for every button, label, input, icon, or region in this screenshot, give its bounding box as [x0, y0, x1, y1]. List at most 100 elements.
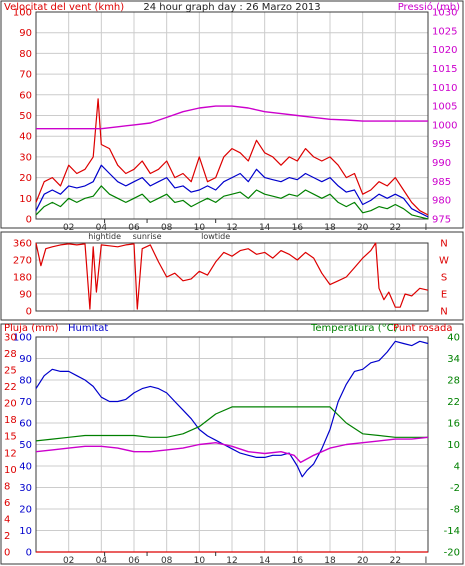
x-tick-label: 12	[226, 223, 237, 233]
humidity-y-tick-label: 90	[19, 354, 32, 365]
rain-y-tick-label: 22	[4, 382, 17, 393]
humidity-y-tick-label: 40	[19, 462, 32, 473]
x-tick-label: 22	[390, 556, 401, 566]
pressure-y-tick-label: 1000	[432, 120, 457, 131]
x-tick-label: 22	[390, 223, 401, 233]
dewpoint-axis-title: Punt rosada	[393, 323, 452, 334]
humidity-x-axis: 0204060810121416182022Ihightidesunriselo…	[63, 552, 427, 566]
x-tick-label: 08	[161, 556, 173, 566]
humidity-y-tick-label: 50	[19, 440, 32, 451]
x-tick-label: 06	[128, 556, 140, 566]
pressure-y-tick-label: 1005	[432, 102, 457, 113]
wind-y-tick-label: 90	[19, 28, 32, 39]
temperature-y-tick-label: -20	[444, 548, 460, 559]
temperature-y-tick-label: 10	[447, 440, 460, 451]
temperature-y-tick-label: 22	[447, 397, 460, 408]
rain-y-tick-label: 20	[4, 399, 17, 410]
temperature-y-tick-label: 4	[454, 462, 460, 473]
rain-y-tick-label: 6	[4, 498, 10, 509]
wind-y-tick-label: 40	[19, 132, 32, 143]
wind-grid	[35, 11, 429, 220]
x-axis-end-label: I	[425, 556, 428, 566]
temperature-y-tick-label: -14	[444, 526, 460, 537]
x-tick-label: 16	[292, 223, 304, 233]
direction-y-tick-label: 360	[13, 239, 32, 250]
wind-minimum-line	[35, 185, 429, 220]
compass-tick-label: N	[440, 307, 447, 318]
compass-tick-label: E	[441, 290, 447, 301]
pressure-line	[36, 105, 428, 130]
x-tick-label: 12	[226, 556, 237, 566]
humidity-grid	[35, 336, 429, 553]
wind-axis-title: Velocitat del vent (kmh)	[4, 2, 124, 13]
direction-y-tick-label: 90	[19, 290, 32, 301]
rain-y-tick-label: 30	[4, 333, 17, 344]
pressure-y-tick-label: 1010	[432, 83, 457, 94]
humidity-axis-title: Humitat	[68, 323, 108, 334]
temperature-y-tick-label: 40	[447, 333, 460, 344]
wind-gust-line	[35, 98, 429, 216]
x-tick-label: 06	[128, 223, 140, 233]
rain-y-tick-label: 15	[4, 432, 17, 443]
pressure-y-tick-label: 1025	[432, 26, 457, 37]
wind-y-tick-label: 0	[26, 215, 32, 226]
plot-area-border	[35, 11, 429, 220]
rain-y-tick-label: 4	[4, 514, 10, 525]
pressure-y-tick-label: 985	[432, 177, 451, 188]
humidity-y-tick-label: 20	[19, 505, 32, 516]
wind-y-tick-label: 80	[19, 49, 32, 60]
direction-y-tick-label: 180	[13, 273, 32, 284]
temperature-y-tick-label: -2	[450, 483, 460, 494]
humidity-y-tick-label: 100	[13, 333, 32, 344]
x-tick-label: 10	[194, 556, 206, 566]
direction-y-tick-label: 0	[26, 307, 32, 318]
humidity-y-tick-label: 60	[19, 419, 32, 430]
pressure-y-tick-label: 975	[432, 215, 451, 226]
chart-title: 24 hour graph day : 26 Marzo 2013	[143, 2, 320, 13]
x-tick-label: 16	[292, 556, 304, 566]
wind-y-tick-label: 30	[19, 152, 32, 163]
x-tick-label: 10	[194, 223, 206, 233]
temperature-line	[35, 406, 428, 442]
pressure-y-tick-label: 1030	[432, 8, 457, 19]
x-tick-label: 20	[357, 556, 369, 566]
humidity-y-tick-label: 30	[19, 483, 32, 494]
event-marker-label: sunrise	[133, 232, 162, 241]
humidity-y-tick-label: 80	[19, 376, 32, 387]
x-tick-label: 04	[96, 223, 108, 233]
dewpoint-line	[35, 436, 429, 464]
temperature-y-tick-label: -8	[450, 505, 460, 516]
temperature-y-tick-label: 16	[447, 419, 460, 430]
x-tick-label: 08	[161, 223, 173, 233]
humidity-y-tick-label: 0	[26, 548, 32, 559]
panel-frame-direction	[0, 231, 464, 321]
rain-y-tick-label: 18	[4, 415, 17, 426]
wind-average-line	[35, 164, 429, 218]
rain-y-tick-label: 2	[4, 531, 10, 542]
wind-y-tick-label: 50	[19, 111, 32, 122]
rain-y-tick-label: 10	[4, 465, 17, 476]
pressure-y-tick-label: 995	[432, 139, 451, 150]
temperature-y-tick-label: 34	[447, 354, 460, 365]
plot-area-border	[35, 242, 429, 312]
wind-y-tick-label: 20	[19, 173, 32, 184]
panel-frame-wind	[0, 0, 464, 229]
x-tick-label: 14	[259, 556, 271, 566]
wind-y-tick-label: 60	[19, 90, 32, 101]
humidity-line	[35, 340, 429, 478]
x-tick-label: 02	[63, 223, 74, 233]
direction-grid	[35, 242, 429, 312]
rain-y-tick-label: 8	[4, 481, 10, 492]
pressure-axis-title: Pressió (mb)	[398, 1, 460, 13]
humidity-y-tick-label: 70	[19, 397, 32, 408]
compass-tick-label: N	[440, 239, 447, 250]
humidity-y-tick-label: 10	[19, 526, 32, 537]
wind-y-tick-label: 10	[19, 194, 32, 205]
temperature-axis-title: Temperatura (°C)	[310, 323, 398, 334]
panel-frame-humidity	[0, 323, 464, 565]
x-tick-label: 02	[63, 556, 74, 566]
x-axis-end-label: I	[425, 223, 428, 233]
x-tick-label: 20	[357, 223, 369, 233]
